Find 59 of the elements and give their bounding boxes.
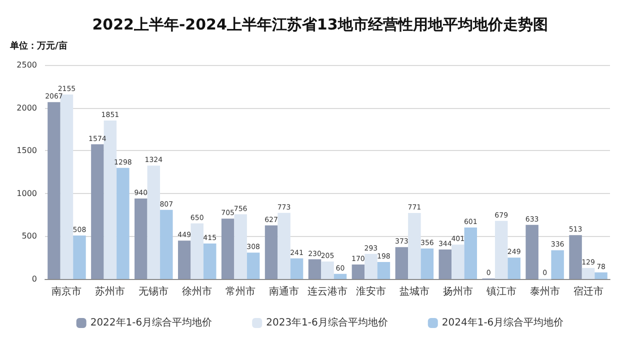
bar [377, 262, 390, 279]
bar [352, 264, 365, 279]
legend-label: 2023年1-6月综合平均地价 [266, 316, 388, 328]
bar [594, 272, 608, 279]
x-tick-label: 无锡市 [138, 286, 169, 298]
bar [73, 236, 86, 279]
x-tick-label: 南京市 [52, 286, 82, 298]
x-tick-label: 苏州市 [95, 286, 126, 298]
bar [452, 244, 464, 279]
legend-label: 2022年1-6月综合平均地价 [90, 316, 212, 328]
bar [190, 223, 204, 279]
bar [160, 210, 173, 279]
x-tick-label: 徐州市 [182, 286, 212, 298]
y-axis-title: 单位：万元/亩 [9, 40, 68, 52]
bar [147, 166, 160, 279]
bar [234, 214, 247, 279]
bar [246, 252, 260, 279]
bar [364, 254, 378, 279]
bar [508, 258, 520, 279]
y-tick-label: 1500 [16, 146, 37, 156]
bar [334, 274, 347, 279]
bar [438, 250, 452, 279]
bar [308, 259, 322, 279]
bar [134, 198, 148, 279]
x-tick-label: 扬州市 [442, 286, 473, 298]
bar [420, 248, 434, 279]
bar [494, 220, 508, 279]
bar [395, 247, 408, 279]
bar [221, 218, 234, 279]
x-tick-label: 南通市 [269, 286, 300, 298]
y-tick-label: 2500 [16, 60, 37, 70]
y-tick-label: 1000 [16, 188, 37, 198]
bar [203, 243, 216, 279]
x-tick-label: 盐城市 [399, 286, 430, 298]
x-tick-label: 宿迁市 [573, 286, 604, 298]
x-tick-label: 连云港市 [308, 286, 348, 298]
bar [278, 212, 290, 279]
chart-title: 2022上半年-2024上半年江苏省13地市经营性用地平均地价走势图 [92, 16, 548, 34]
bar [526, 224, 538, 279]
x-tick-label: 淮安市 [356, 286, 386, 298]
bar [290, 258, 304, 279]
x-tick-label: 泰州市 [530, 286, 560, 298]
bar [48, 102, 60, 279]
y-tick-label: 0 [32, 274, 37, 284]
legend-label: 2024年1-6月综合平均地价 [442, 316, 564, 328]
bar [569, 235, 582, 279]
x-tick-label: 常州市 [226, 286, 256, 298]
bar [116, 168, 130, 279]
bar [582, 268, 595, 279]
bar [408, 213, 421, 279]
bar [321, 261, 334, 279]
y-tick-label: 500 [22, 232, 37, 241]
bar [464, 228, 478, 279]
x-tick-label: 镇江市 [485, 286, 516, 298]
bar [91, 144, 104, 279]
bar [551, 250, 564, 279]
y-tick-label: 2000 [16, 103, 37, 112]
bar [264, 225, 278, 279]
bar [178, 240, 191, 279]
